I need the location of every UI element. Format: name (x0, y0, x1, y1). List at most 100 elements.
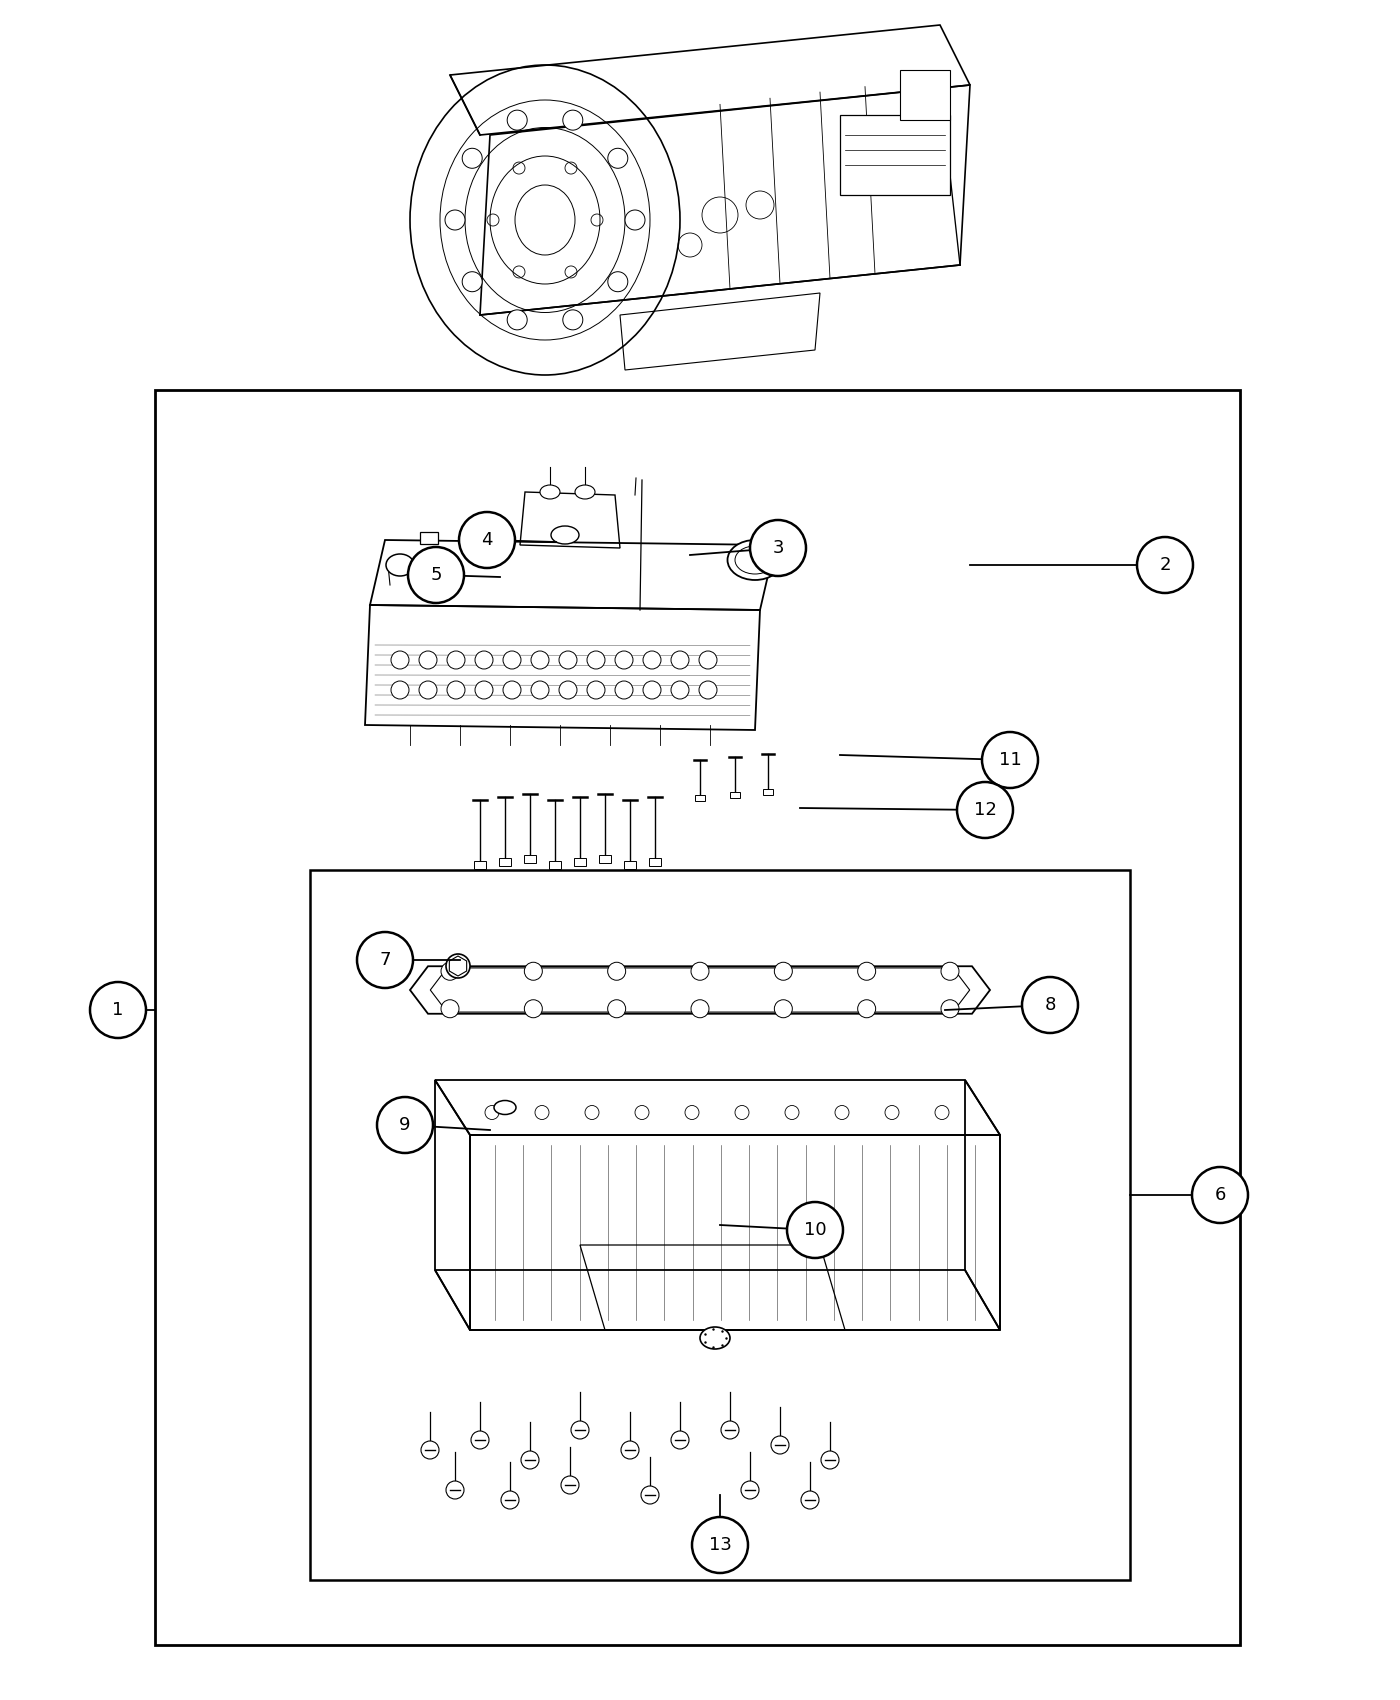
Circle shape (447, 1481, 463, 1499)
Text: 7: 7 (379, 950, 391, 969)
Circle shape (441, 962, 459, 981)
Circle shape (801, 1491, 819, 1510)
Circle shape (391, 651, 409, 670)
Circle shape (447, 954, 470, 977)
Circle shape (503, 651, 521, 670)
Circle shape (608, 1000, 626, 1018)
Circle shape (447, 651, 465, 670)
Circle shape (858, 962, 875, 981)
Ellipse shape (575, 484, 595, 500)
Circle shape (447, 682, 465, 699)
Circle shape (441, 1000, 459, 1018)
Circle shape (774, 1000, 792, 1018)
Circle shape (571, 1421, 589, 1438)
Bar (694, 796, 706, 801)
Circle shape (587, 682, 605, 699)
Circle shape (671, 651, 689, 670)
Circle shape (622, 1442, 638, 1459)
Circle shape (585, 1105, 599, 1120)
Circle shape (445, 211, 465, 230)
Text: 11: 11 (998, 751, 1022, 768)
Circle shape (608, 148, 627, 168)
Circle shape (507, 309, 528, 330)
Circle shape (475, 651, 493, 670)
Bar (763, 789, 773, 796)
Text: 3: 3 (773, 539, 784, 558)
Text: 1: 1 (112, 1001, 123, 1018)
Text: 13: 13 (708, 1537, 731, 1554)
Circle shape (750, 520, 806, 576)
Circle shape (820, 1452, 839, 1469)
Circle shape (503, 682, 521, 699)
Circle shape (624, 211, 645, 230)
Circle shape (941, 962, 959, 981)
Ellipse shape (552, 525, 580, 544)
Circle shape (608, 962, 626, 981)
Circle shape (462, 272, 482, 292)
Circle shape (419, 682, 437, 699)
FancyBboxPatch shape (900, 70, 951, 121)
Bar (650, 858, 661, 865)
Circle shape (525, 962, 542, 981)
Circle shape (671, 1431, 689, 1448)
Circle shape (459, 512, 515, 568)
Circle shape (377, 1096, 433, 1153)
Circle shape (531, 651, 549, 670)
Text: 10: 10 (804, 1221, 826, 1239)
Circle shape (501, 1491, 519, 1510)
Bar (524, 855, 536, 864)
Circle shape (587, 651, 605, 670)
Circle shape (636, 1105, 650, 1120)
Circle shape (1191, 1166, 1247, 1222)
Circle shape (521, 1452, 539, 1469)
Bar (599, 855, 610, 864)
Circle shape (981, 733, 1037, 789)
Ellipse shape (540, 484, 560, 500)
Bar (155, 389, 1240, 1646)
Circle shape (407, 547, 463, 603)
Ellipse shape (728, 541, 783, 580)
Circle shape (421, 1442, 440, 1459)
Circle shape (735, 1105, 749, 1120)
Circle shape (885, 1105, 899, 1120)
Text: 8: 8 (1044, 996, 1056, 1013)
Text: 2: 2 (1159, 556, 1170, 575)
Circle shape (615, 682, 633, 699)
Circle shape (462, 148, 482, 168)
Circle shape (685, 1105, 699, 1120)
Circle shape (563, 110, 582, 131)
Circle shape (692, 1000, 708, 1018)
Circle shape (1137, 537, 1193, 593)
Circle shape (785, 1105, 799, 1120)
Bar (574, 858, 587, 865)
Bar (309, 870, 1130, 1579)
Text: 4: 4 (482, 530, 493, 549)
Circle shape (641, 1486, 659, 1504)
Circle shape (507, 110, 528, 131)
Circle shape (643, 651, 661, 670)
Circle shape (721, 1421, 739, 1438)
Circle shape (787, 1202, 843, 1258)
Circle shape (771, 1436, 790, 1454)
Circle shape (941, 1000, 959, 1018)
Circle shape (535, 1105, 549, 1120)
Circle shape (357, 932, 413, 988)
Circle shape (699, 651, 717, 670)
Circle shape (692, 962, 708, 981)
FancyBboxPatch shape (840, 116, 951, 196)
Bar (549, 860, 561, 869)
Circle shape (671, 682, 689, 699)
Text: 12: 12 (973, 801, 997, 819)
Circle shape (484, 1105, 498, 1120)
Circle shape (561, 1476, 580, 1494)
Ellipse shape (700, 1328, 729, 1350)
Circle shape (470, 1431, 489, 1448)
Circle shape (699, 682, 717, 699)
Circle shape (563, 309, 582, 330)
Circle shape (559, 682, 577, 699)
Circle shape (419, 651, 437, 670)
Circle shape (774, 962, 792, 981)
Circle shape (559, 651, 577, 670)
Circle shape (741, 1481, 759, 1499)
Circle shape (834, 1105, 848, 1120)
